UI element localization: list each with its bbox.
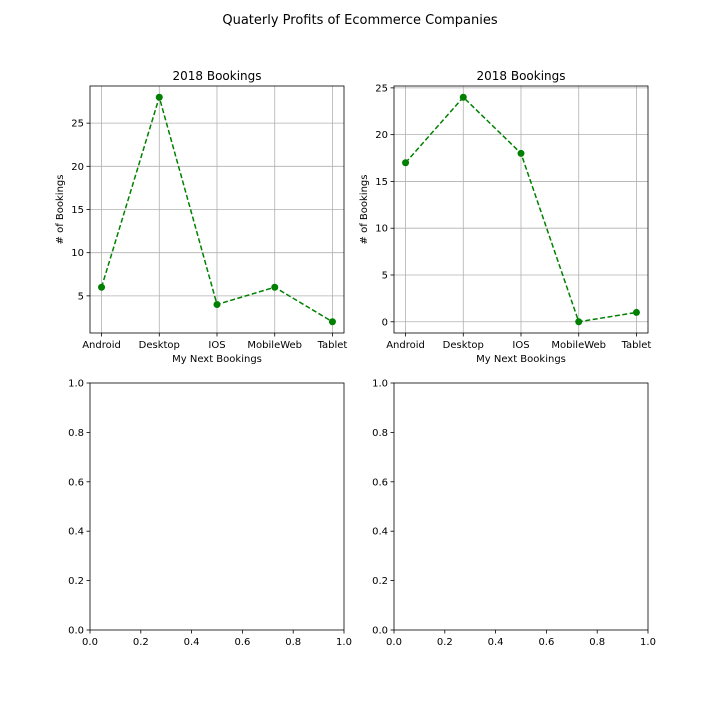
axes-4: 0.0 0.2 0.4 0.6 0.8 1.0 0.0 0.2 0.4 0.6 0.8 1.0 [372, 379, 656, 649]
x-tick-label: 0.2 [437, 637, 453, 648]
y-tick-label: 5 [78, 291, 84, 302]
axes-frame [89, 382, 345, 631]
data-point [575, 318, 583, 326]
axes-layer: Android Desktop IOS MobileWeb Tablet 5 10 15 20 2… [55, 69, 656, 648]
data-point [632, 308, 640, 316]
y-tick-label: 1.0 [68, 379, 84, 390]
y-tick-label: 25 [375, 83, 388, 94]
axes-title: 2018 Bookings [476, 69, 565, 83]
y-tick-label: 0.0 [372, 626, 388, 637]
x-tick-label: IOS [512, 340, 529, 351]
x-tick-label: Tablet [621, 340, 652, 351]
data-point [271, 283, 279, 291]
x-tick-label: MobileWeb [551, 340, 606, 351]
x-tick-label: 0.0 [82, 637, 98, 648]
y-tick-label: 0.8 [372, 428, 388, 439]
x-tick-label: 0.4 [184, 637, 200, 648]
x-tick-label: Android [82, 340, 121, 351]
x-tick-label: 0.0 [386, 637, 402, 648]
data-point [328, 318, 336, 326]
y-tick-label: 10 [71, 248, 84, 259]
y-tick-label: 0.2 [372, 576, 388, 587]
y-tick-label: 1.0 [372, 379, 388, 390]
axes-title: 2018 Bookings [172, 69, 261, 83]
x-tick-label: Desktop [443, 340, 484, 351]
figure-title: Quaterly Profits of Ecommerce Companies [222, 13, 498, 28]
x-tick-label: IOS [208, 340, 225, 351]
x-tick-label: MobileWeb [247, 340, 302, 351]
y-tick-label: 0.6 [68, 477, 84, 488]
y-tick-label: 5 [382, 270, 388, 281]
data-point [402, 159, 410, 167]
x-tick-label: 0.6 [234, 637, 250, 648]
y-tick-label: 0.8 [68, 428, 84, 439]
y-tick-label: 0.2 [68, 576, 84, 587]
data-point [155, 93, 163, 101]
y-tick-label: 0.0 [68, 626, 84, 637]
axes-2: Android Desktop IOS MobileWeb Tablet 0 5 10 15 20… [359, 69, 651, 365]
axes-frame [393, 382, 649, 631]
x-tick-label: 0.2 [133, 637, 149, 648]
x-tick-label: 0.4 [488, 637, 504, 648]
y-tick-label: 0.4 [372, 527, 388, 538]
y-axis-label: # of Bookings [359, 175, 370, 245]
y-tick-label: 25 [71, 119, 84, 130]
y-axis-label: # of Bookings [55, 175, 66, 245]
x-tick-label: Desktop [139, 340, 180, 351]
y-tick-label: 15 [375, 177, 388, 188]
y-tick-label: 20 [71, 162, 84, 173]
data-point [98, 283, 106, 291]
x-tick-label: 0.8 [285, 637, 301, 648]
y-tick-label: 0.6 [372, 477, 388, 488]
data-point [459, 93, 467, 101]
y-tick-label: 0 [382, 317, 388, 328]
y-tick-label: 15 [71, 205, 84, 216]
x-tick-label: Android [386, 340, 425, 351]
data-point [517, 149, 525, 157]
y-tick-label: 10 [375, 224, 388, 235]
axes-1: Android Desktop IOS MobileWeb Tablet 5 10 15 20 2… [55, 69, 347, 365]
x-axis-label: My Next Bookings [476, 354, 566, 365]
x-tick-label: Tablet [317, 340, 348, 351]
x-tick-label: 1.0 [640, 637, 656, 648]
y-tick-label: 0.4 [68, 527, 84, 538]
x-tick-label: 1.0 [336, 637, 352, 648]
y-tick-label: 20 [375, 130, 388, 141]
x-axis-label: My Next Bookings [172, 354, 262, 365]
data-point [213, 301, 221, 308]
axes-3: 0.0 0.2 0.4 0.6 0.8 1.0 0.0 0.2 0.4 0.6 0.8 1.0 [68, 379, 352, 649]
x-tick-label: 0.6 [538, 637, 554, 648]
x-tick-label: 0.8 [589, 637, 605, 648]
